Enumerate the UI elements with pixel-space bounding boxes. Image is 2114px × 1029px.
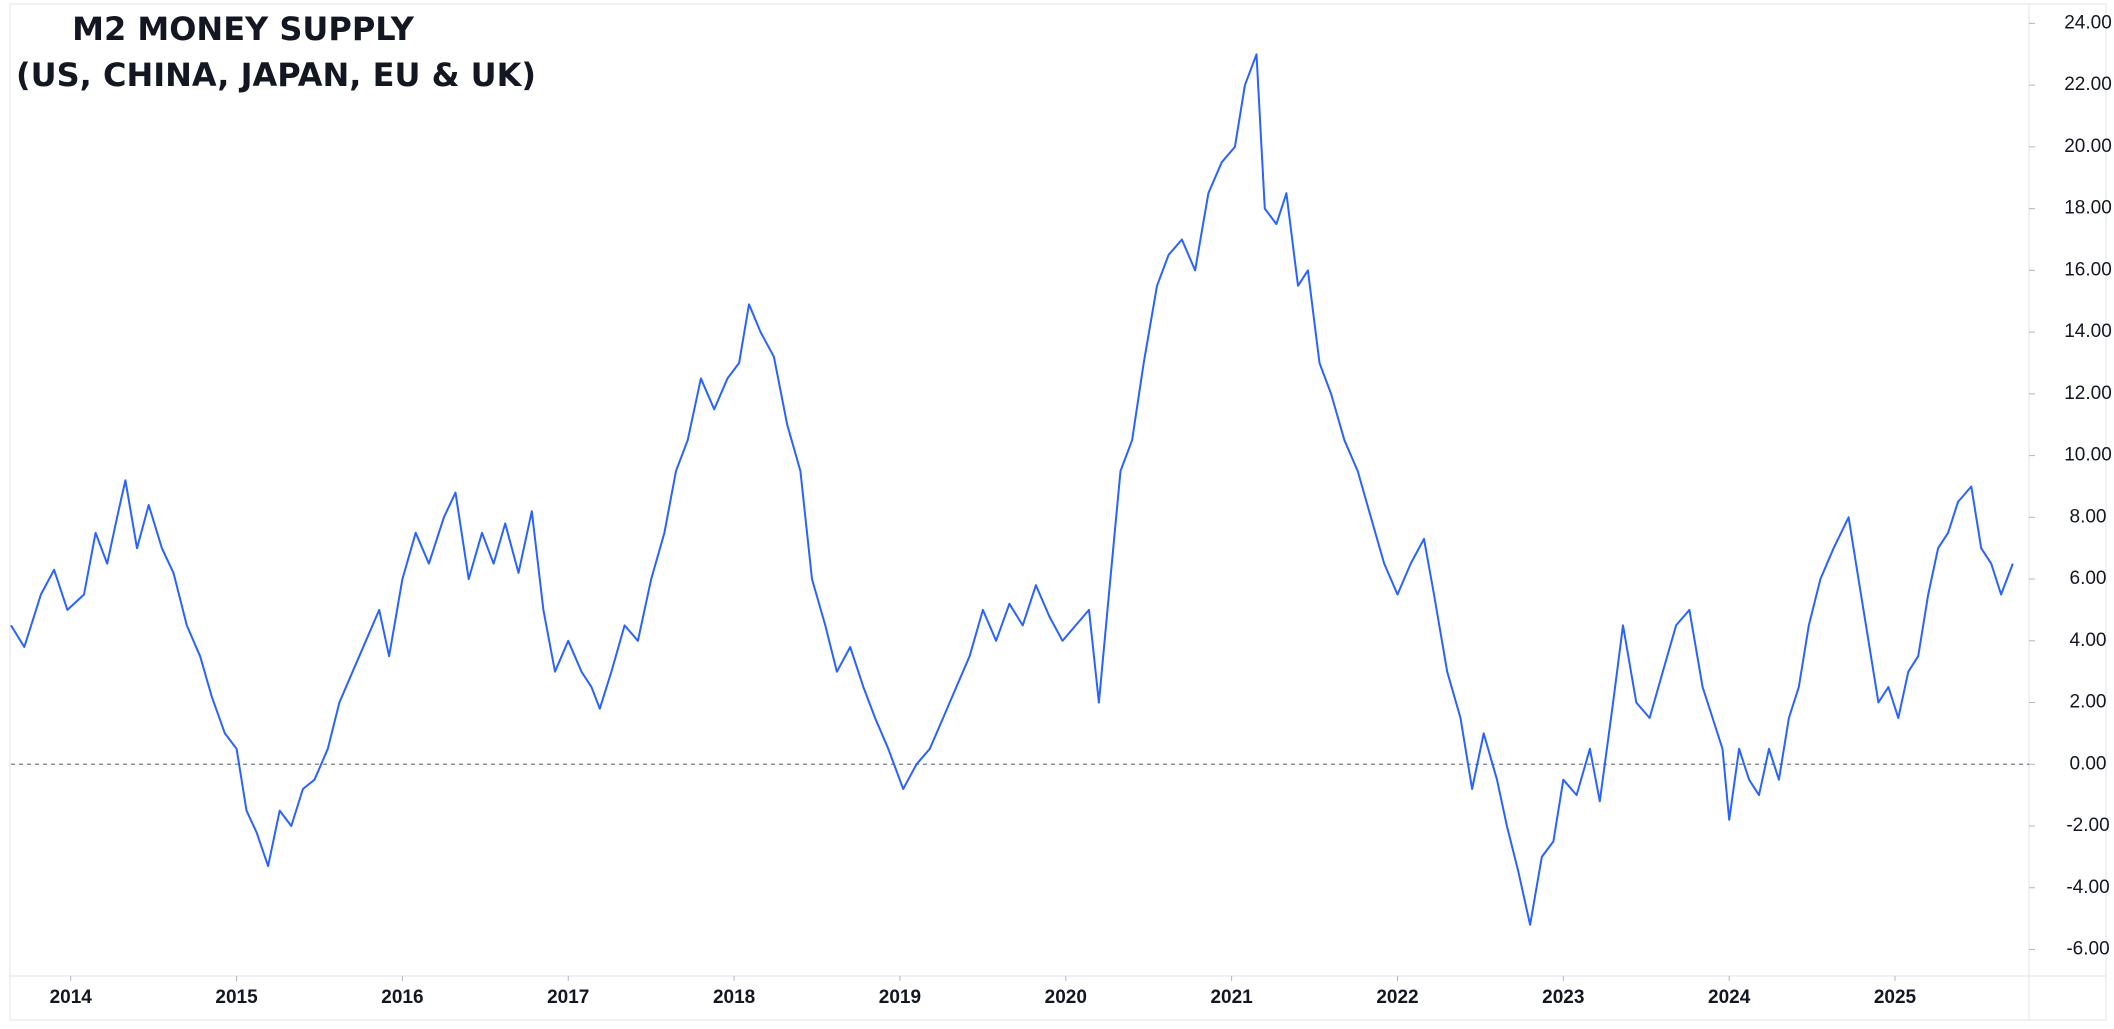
y-tick-label: 6.00 xyxy=(2070,568,2107,589)
x-tick-label: 2017 xyxy=(547,987,589,1008)
y-tick-label: 18.00 xyxy=(2064,198,2112,219)
line-series xyxy=(10,53,2014,926)
x-tick-label: 2018 xyxy=(713,987,755,1008)
x-tick-label: 2022 xyxy=(1376,987,1418,1008)
y-tick-label: 0.00 xyxy=(2070,753,2107,774)
x-tick-label: 2014 xyxy=(50,987,93,1008)
y-tick-label: -2.00 xyxy=(2066,815,2109,836)
y-tick-label: 12.00 xyxy=(2064,383,2112,404)
x-tick-label: 2020 xyxy=(1045,987,1087,1008)
x-tick-label: 2019 xyxy=(879,987,921,1008)
x-tick-label: 2015 xyxy=(215,987,258,1008)
y-tick-label: 24.00 xyxy=(2064,12,2112,33)
y-tick-label: 4.00 xyxy=(2070,630,2107,651)
y-tick-label: 10.00 xyxy=(2064,445,2112,466)
y-tick-label: 8.00 xyxy=(2070,506,2107,527)
x-tick-label: 2023 xyxy=(1542,987,1584,1008)
y-tick-label: 2.00 xyxy=(2070,692,2107,713)
y-tick-label: -4.00 xyxy=(2066,877,2109,898)
chart-subtitle: (US, CHINA, JAPAN, EU & UK) xyxy=(16,56,536,94)
x-tick-label: 2024 xyxy=(1708,987,1751,1008)
y-tick-label: 20.00 xyxy=(2064,136,2112,157)
frame xyxy=(9,3,2107,1021)
y-tick-label: -6.00 xyxy=(2066,938,2109,959)
x-tick-label: 2016 xyxy=(381,987,423,1008)
chart-title: M2 MONEY SUPPLY xyxy=(72,10,415,48)
y-tick-label: 22.00 xyxy=(2064,74,2112,95)
x-tick-label: 2021 xyxy=(1210,987,1253,1008)
x-tick-label: 2025 xyxy=(1874,987,1917,1008)
y-tick-label: 16.00 xyxy=(2064,259,2112,280)
y-tick-label: 14.00 xyxy=(2064,321,2112,342)
